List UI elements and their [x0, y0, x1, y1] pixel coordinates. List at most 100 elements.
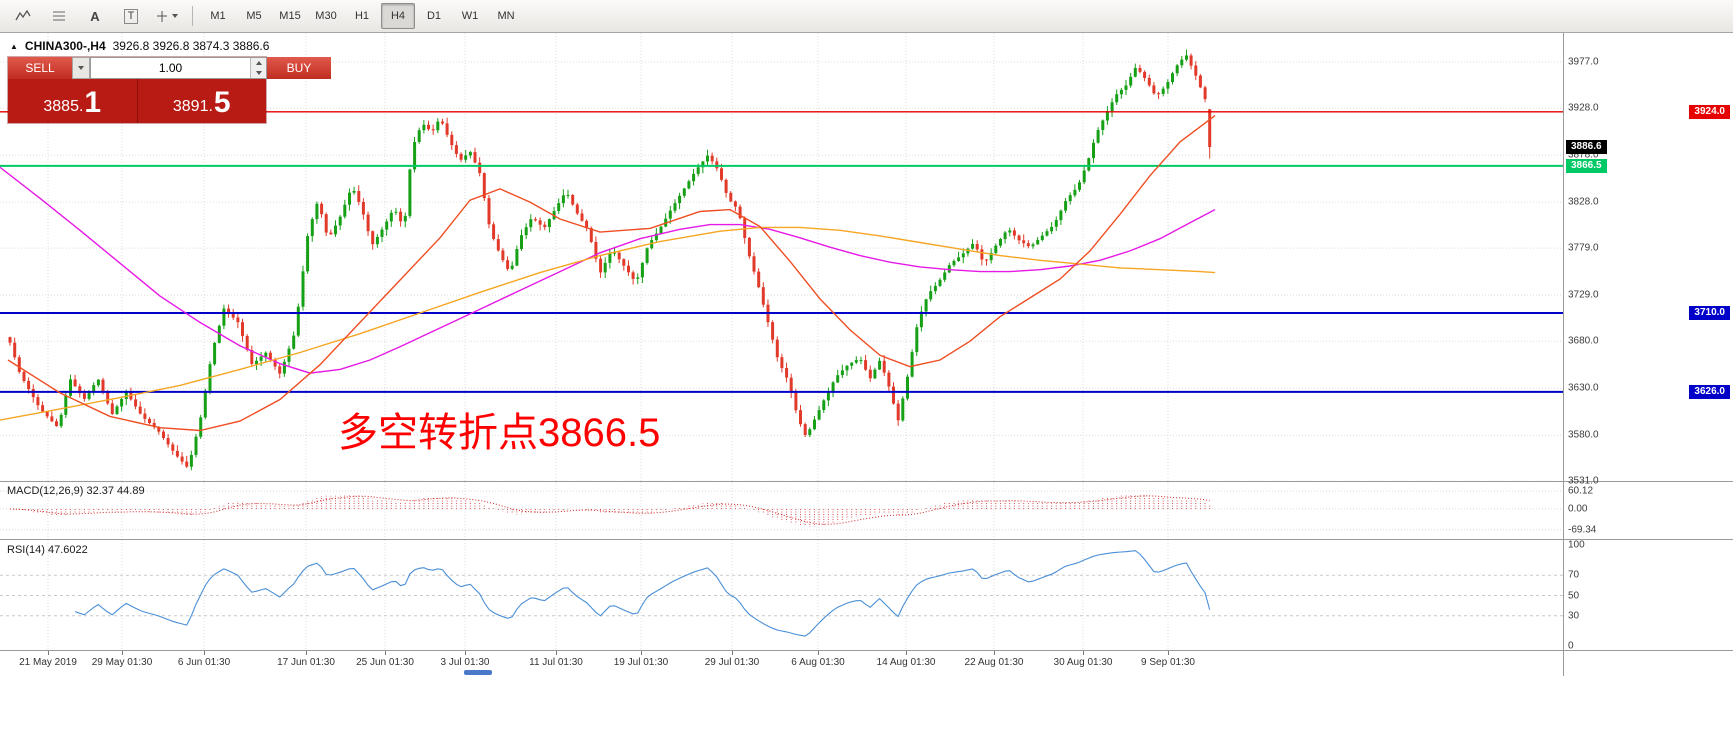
- chart-macd-separator[interactable]: [0, 481, 1733, 482]
- macd-axis-label: 60.12: [1568, 485, 1594, 497]
- chevron-down-icon: [255, 71, 262, 75]
- time-axis-label[interactable]: 22 Aug 01:30: [964, 657, 1024, 668]
- text-tool-icon: A: [90, 8, 100, 24]
- zigzag-glyph: [15, 9, 31, 21]
- time-axis-tick: [465, 651, 466, 655]
- time-axis-tick: [818, 651, 819, 655]
- sell-button[interactable]: SELL: [8, 57, 72, 79]
- time-axis-label[interactable]: 9 Sep 01:30: [1141, 657, 1195, 668]
- time-axis-label[interactable]: 29 Jul 01:30: [704, 657, 760, 668]
- toolbar: A T M1 M5 M15 M30 H1 H4 D1 W1 MN: [0, 0, 1733, 33]
- time-axis-tick: [1168, 651, 1169, 655]
- time-axis-tick: [204, 651, 205, 655]
- chart-grid-icon[interactable]: [42, 3, 76, 29]
- title-tool-button[interactable]: T: [114, 3, 148, 29]
- time-axis-label[interactable]: 11 Jul 01:30: [529, 657, 583, 668]
- rsi-panel-canvas[interactable]: [0, 540, 1563, 650]
- price-badge: 3866.5: [1566, 159, 1607, 173]
- volume-input[interactable]: [91, 58, 250, 78]
- timeframe-buttons: M1 M5 M15 M30 H1 H4 D1 W1 MN: [200, 3, 524, 29]
- buy-button-label: BUY: [286, 61, 312, 75]
- time-axis-tick: [385, 651, 386, 655]
- time-axis-label[interactable]: 6 Jun 01:30: [177, 657, 231, 668]
- grid-glyph: [53, 11, 65, 21]
- timeframe-M15[interactable]: M15: [279, 10, 301, 22]
- collapse-triangle-icon[interactable]: ▲: [10, 41, 18, 51]
- price-badge: 3924.0: [1689, 105, 1730, 119]
- rsi-axis-label: 50: [1568, 590, 1580, 602]
- time-axis-label[interactable]: 19 Jul 01:30: [613, 657, 669, 668]
- volume-decrease-button[interactable]: [251, 68, 266, 78]
- text-tool-button[interactable]: A: [78, 3, 112, 29]
- time-axis-label[interactable]: 29 May 01:30: [91, 657, 153, 668]
- volume-dropdown-button[interactable]: [72, 57, 90, 79]
- time-axis-tick: [306, 651, 307, 655]
- sell-price[interactable]: 3885. 1: [8, 79, 138, 123]
- price-badge: 3626.0: [1689, 385, 1730, 399]
- time-axis-tick: [122, 651, 123, 655]
- time-axis-label[interactable]: 17 Jun 01:30: [277, 657, 335, 668]
- pivot-annotation-text[interactable]: 多空转折点3866.5: [338, 411, 661, 455]
- timeframe-M5[interactable]: M5: [246, 10, 262, 22]
- chevron-down-icon: [172, 14, 178, 18]
- timeframe-H1[interactable]: H1: [354, 10, 370, 22]
- time-axis-label[interactable]: 25 Jun 01:30: [356, 657, 414, 668]
- buy-button[interactable]: BUY: [267, 57, 331, 79]
- price-axis-label: 3977.0: [1568, 56, 1599, 68]
- macd-label: MACD(12,26,9) 32.37 44.89: [7, 485, 145, 497]
- time-axis-label[interactable]: 3 Jul 01:30: [440, 657, 490, 668]
- chart-header: ▲ CHINA300-,H4 3926.8 3926.8 3874.3 3886…: [10, 39, 269, 53]
- time-axis-label[interactable]: 21 May 2019: [19, 657, 77, 668]
- price-axis-label: 3878.0: [1568, 149, 1599, 161]
- rsi-axis-label: 30: [1568, 610, 1580, 622]
- one-click-trading-panel: SELL BUY 3885. 1 3891.: [8, 57, 331, 123]
- title-tool-icon: T: [123, 8, 139, 24]
- price-chart-canvas[interactable]: [0, 33, 1563, 481]
- rsi-axis-label: 100: [1568, 539, 1585, 551]
- volume-stepper: [250, 58, 266, 78]
- rsi-label: RSI(14) 47.6022: [7, 544, 88, 556]
- price-axis-label: 3779.0: [1568, 242, 1599, 254]
- indicators-zigzag-icon[interactable]: [6, 3, 40, 29]
- volume-increase-button[interactable]: [251, 58, 266, 68]
- macd-panel-canvas[interactable]: [0, 482, 1563, 539]
- timeframe-D1[interactable]: D1: [426, 10, 442, 22]
- sell-price-big-digit: 1: [84, 86, 102, 120]
- buy-price[interactable]: 3891. 5: [138, 79, 267, 123]
- sell-price-main: 3885.: [43, 98, 84, 116]
- sell-button-label: SELL: [25, 61, 55, 75]
- buy-price-big-digit: 5: [213, 86, 231, 120]
- chevron-down-icon: [78, 66, 84, 70]
- chart-scroll-thumb[interactable]: [464, 670, 492, 675]
- price-badge: 3710.0: [1689, 306, 1730, 320]
- timeframe-W1[interactable]: W1: [461, 10, 479, 22]
- time-axis-label[interactable]: 14 Aug 01:30: [876, 657, 936, 668]
- time-axis-tick: [556, 651, 557, 655]
- volume-field-wrap: [90, 57, 267, 79]
- price-axis-label: 3928.0: [1568, 102, 1599, 114]
- price-axis-label: 3680.0: [1568, 335, 1599, 347]
- rsi-timeaxis-separator: [0, 650, 1733, 651]
- ohlc-values: 3926.8 3926.8 3874.3 3886.6: [112, 39, 270, 53]
- timeframe-MN[interactable]: MN: [497, 10, 515, 22]
- time-axis-tick: [994, 651, 995, 655]
- price-axis-label: 3828.0: [1568, 196, 1599, 208]
- time-axis-tick: [732, 651, 733, 655]
- time-axis-label[interactable]: 6 Aug 01:30: [791, 657, 845, 668]
- time-axis-label[interactable]: 30 Aug 01:30: [1053, 657, 1113, 668]
- time-axis-tick: [906, 651, 907, 655]
- trade-controls-row: SELL BUY: [8, 57, 331, 79]
- macd-axis-label: 0.00: [1568, 503, 1588, 515]
- timeframe-M1[interactable]: M1: [210, 10, 226, 22]
- price-badge: 3886.6: [1566, 140, 1607, 154]
- price-axis-label: 3580.0: [1568, 429, 1599, 441]
- timeframe-H4[interactable]: H4: [381, 3, 415, 29]
- timeframe-M30[interactable]: M30: [315, 10, 337, 22]
- rsi-axis-label: 70: [1568, 569, 1580, 581]
- toolbar-separator: [192, 6, 193, 26]
- crosshair-dropdown-button[interactable]: [150, 3, 184, 29]
- price-axis-label: 3630.0: [1568, 382, 1599, 394]
- macd-rsi-separator[interactable]: [0, 539, 1733, 540]
- chevron-up-icon: [255, 61, 262, 65]
- price-axis-border: [1563, 33, 1564, 676]
